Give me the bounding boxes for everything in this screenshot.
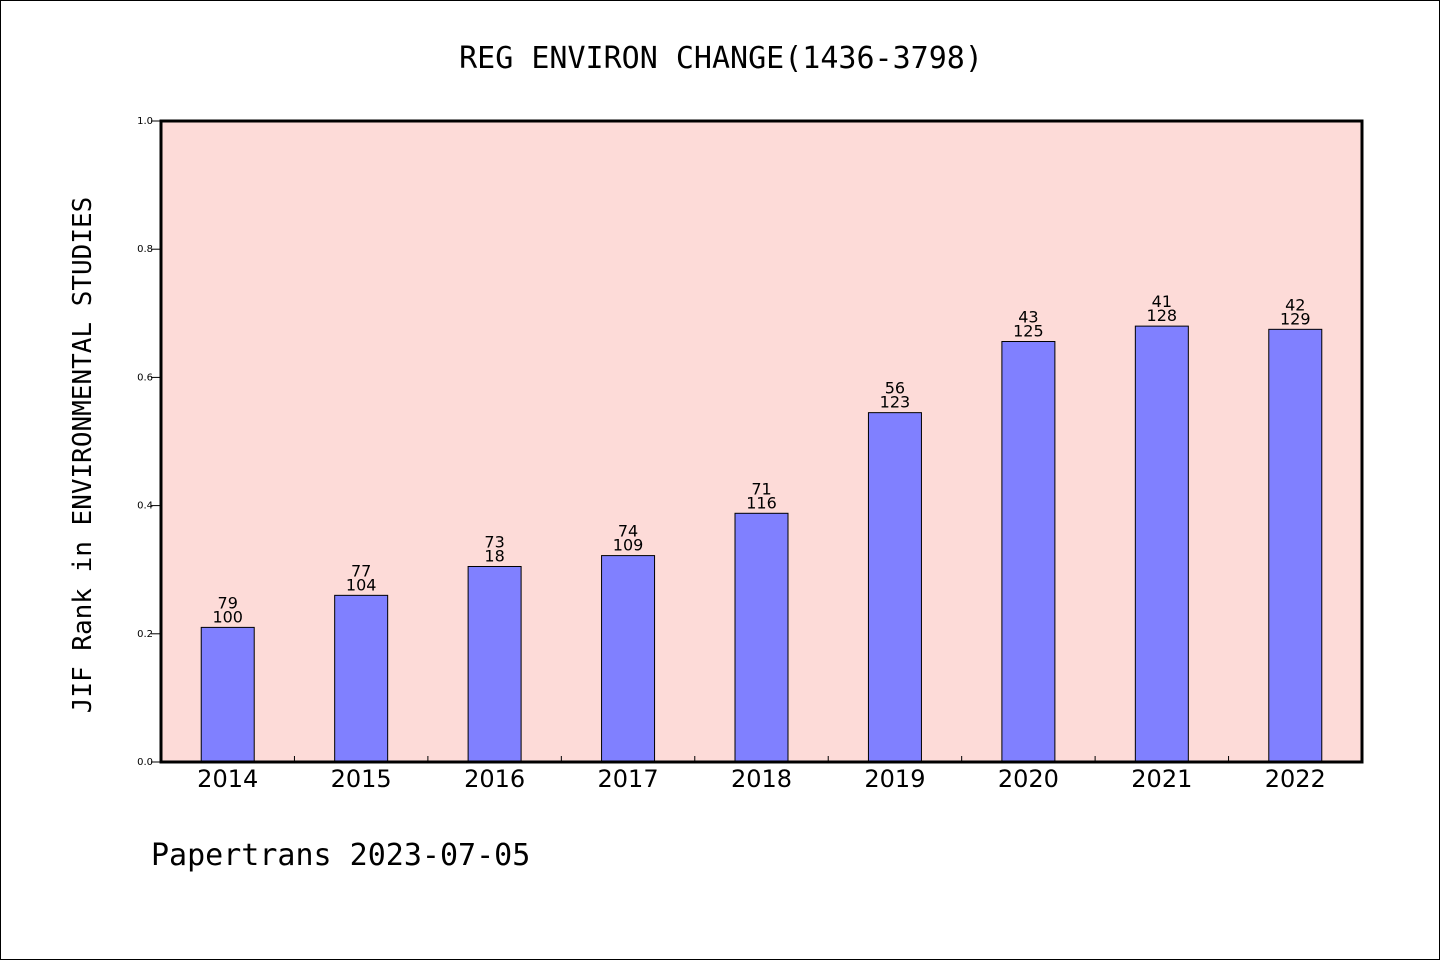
bar-label-top-2019: 56 (885, 379, 905, 398)
bar-2016 (467, 565, 522, 763)
y-tick-label-1.0: 1.0 (137, 116, 153, 127)
bar-label-top-2017: 74 (618, 522, 638, 541)
chart-title: REG ENVIRON CHANGE(1436-3798) (459, 41, 983, 76)
x-tick-label-2022: 2022 (1265, 765, 1326, 793)
y-tick-label-0.0: 0.0 (137, 757, 153, 768)
y-tick-label-0.2: 0.2 (137, 629, 153, 640)
x-tick-label-2014: 2014 (197, 765, 258, 793)
bar-2022 (1268, 328, 1323, 763)
y-tick-label-0.6: 0.6 (137, 372, 153, 383)
bar-label-bottom-2021: 128 (1147, 306, 1178, 325)
y-axis-ticks: 0.0 0.2 0.4 0.6 0.8 1.0 (137, 116, 161, 768)
bar-label-bottom-2018: 116 (746, 493, 777, 512)
bar-label-bottom-2020: 125 (1013, 322, 1044, 341)
y-tick-label-0.4: 0.4 (137, 501, 153, 512)
bar-label-top-2016: 73 (484, 532, 504, 551)
bar-2015 (334, 594, 389, 763)
bar-2020 (1001, 341, 1056, 763)
plot-frame (159, 119, 1364, 764)
x-tick-label-2016: 2016 (464, 765, 525, 793)
bar-2014 (200, 626, 255, 763)
bar-label-bottom-2015: 104 (346, 575, 377, 594)
x-tick-label-2018: 2018 (731, 765, 792, 793)
bar-2017 (601, 555, 656, 763)
bar-2018 (734, 512, 789, 763)
bar-label-top-2014: 79 (218, 593, 238, 612)
x-axis-ticks: 2014 2015 2016 2017 2018 2019 2020 2021 2022 (197, 756, 1326, 793)
y-tick-label-0.8: 0.8 (137, 244, 153, 255)
bar-label-bottom-2017: 109 (613, 536, 644, 555)
bars-layer (200, 325, 1323, 763)
bar-label-top-2015: 77 (351, 561, 371, 580)
x-tick-label-2015: 2015 (331, 765, 392, 793)
x-tick-label-2020: 2020 (998, 765, 1059, 793)
bar-label-top-2020: 43 (1018, 308, 1038, 327)
x-tick-label-2021: 2021 (1131, 765, 1192, 793)
bar-label-top-2022: 42 (1285, 295, 1305, 314)
x-tick-label-2017: 2017 (598, 765, 659, 793)
bar-label-bottom-2019: 123 (880, 393, 911, 412)
bar-label-bottom-2022: 129 (1280, 309, 1311, 328)
y-axis-label: JIF Rank in ENVIRONMENTAL STUDIES (68, 197, 98, 714)
bar-2019 (867, 412, 922, 763)
x-tick-label-2019: 2019 (864, 765, 925, 793)
bar-2021 (1134, 325, 1189, 763)
footer-credit: Papertrans 2023-07-05 (151, 838, 530, 873)
bar-label-bottom-2014: 100 (212, 607, 243, 626)
bar-label-bottom-2016: 18 (484, 546, 504, 565)
bar-label-top-2018: 71 (751, 479, 771, 498)
bar-label-top-2021: 41 (1152, 292, 1172, 311)
